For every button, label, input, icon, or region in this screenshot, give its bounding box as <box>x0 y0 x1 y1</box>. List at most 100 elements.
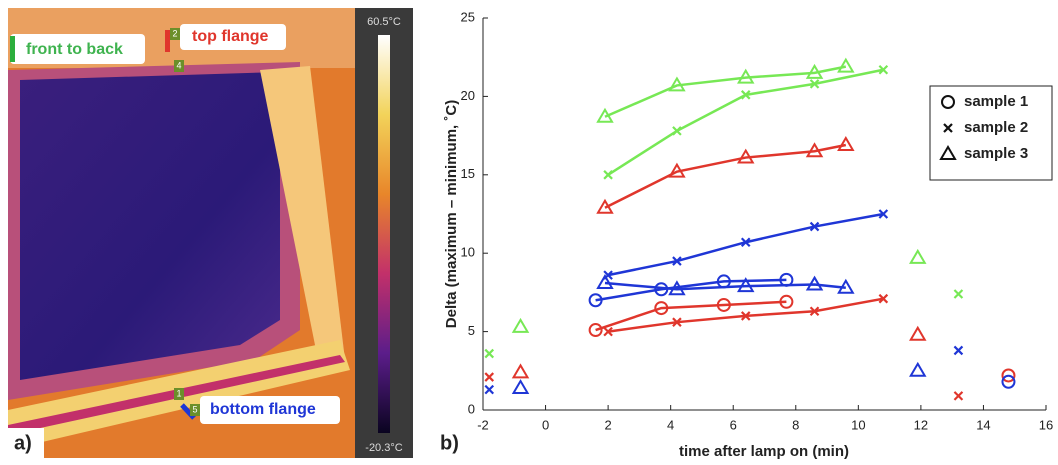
label-box <box>200 396 340 424</box>
marker-box <box>170 28 180 40</box>
colorbar-max: 60.5°C <box>367 16 401 28</box>
image-label: bottom flange <box>210 401 316 418</box>
image-label: top flange <box>192 28 269 45</box>
panel-label-box <box>8 428 44 458</box>
marker-x <box>603 326 613 337</box>
legend-label: sample 2 <box>964 119 1028 136</box>
marker-x <box>672 126 682 136</box>
legend-label: sample 1 <box>964 93 1028 110</box>
marker-triangle <box>511 379 530 395</box>
frame-edge <box>260 66 345 370</box>
legend-label: sample 3 <box>964 145 1028 162</box>
label-bar <box>165 30 170 52</box>
marker-x <box>484 384 495 395</box>
marker-x <box>953 391 964 401</box>
marker-triangle <box>805 63 824 79</box>
marker-x <box>740 237 751 248</box>
marker-circle <box>779 294 794 309</box>
image-label: front to back <box>26 41 123 58</box>
marker-x <box>740 90 751 100</box>
marker-x <box>809 306 820 316</box>
marker-x <box>878 209 889 219</box>
marker-circle <box>1001 374 1016 389</box>
colorbar <box>378 35 390 433</box>
colorbar-min: -20.3°C <box>365 442 402 454</box>
label-bar <box>10 36 15 62</box>
x-tick-label: 16 <box>1039 417 1053 432</box>
series-line <box>608 214 958 350</box>
y-tick-label: 10 <box>461 245 475 260</box>
y-tick-label: 5 <box>468 323 475 338</box>
x-tick-label: 4 <box>667 417 674 432</box>
marker-x <box>740 311 751 321</box>
marker-box <box>190 404 200 416</box>
x-tick-label: 2 <box>604 417 611 432</box>
marker-circle <box>588 323 603 338</box>
marker-circle <box>654 301 669 316</box>
marker-x <box>484 372 495 382</box>
x-tick-label: 12 <box>914 417 928 432</box>
marker-triangle <box>668 280 686 296</box>
x-tick-label: 10 <box>851 417 865 432</box>
marker-x <box>672 317 682 327</box>
marker-x <box>878 64 889 75</box>
marker-x <box>953 345 964 356</box>
x-tick-label: 0 <box>542 417 549 432</box>
marker-triangle <box>511 363 530 379</box>
marker-triangle <box>909 248 927 264</box>
thermal-image: front to back top flange bottom flange 2… <box>8 8 355 458</box>
marker-circle <box>654 282 669 297</box>
marker-triangle <box>805 142 824 158</box>
marker-triangle <box>939 145 957 160</box>
marker-label: 1 <box>176 388 181 398</box>
marker-triangle <box>596 107 614 123</box>
marker-label: 2 <box>172 28 177 38</box>
label-box <box>180 24 286 50</box>
marker-triangle <box>837 57 855 73</box>
x-axis-label: time after lamp on (min) <box>679 443 849 460</box>
series-line <box>605 67 918 258</box>
marker-triangle <box>909 361 927 377</box>
marker-triangle <box>668 76 686 92</box>
marker-triangle <box>596 198 614 214</box>
marker-x <box>878 293 889 304</box>
marker-triangle <box>668 162 686 178</box>
marker-circle <box>588 293 603 308</box>
marker-circle <box>716 297 731 312</box>
y-axis-label: Delta (maximum – minimum, ˚C) <box>443 100 460 328</box>
marker-triangle <box>909 325 927 341</box>
marker-label: 5 <box>192 404 197 414</box>
series-line <box>605 283 918 371</box>
marker-label: 4 <box>176 60 181 70</box>
series-line <box>608 70 958 294</box>
marker-x <box>943 123 953 133</box>
marker-triangle <box>511 317 530 333</box>
label-box <box>10 34 145 64</box>
x-tick-label: -2 <box>477 417 489 432</box>
x-tick-label: 14 <box>976 417 990 432</box>
legend-box <box>929 85 1053 181</box>
panel-label: b) <box>440 432 459 454</box>
marker-circle <box>941 95 955 109</box>
marker-circle <box>1001 368 1016 383</box>
marker-triangle <box>736 277 755 293</box>
marker-x <box>809 221 820 232</box>
marker-circle <box>716 274 731 289</box>
marker-triangle <box>805 275 824 291</box>
y-tick-label: 15 <box>461 166 475 181</box>
marker-box <box>174 60 184 72</box>
y-tick-label: 20 <box>461 88 475 103</box>
y-tick-label: 0 <box>468 401 475 416</box>
marker-x <box>672 256 682 266</box>
marker-x <box>809 79 820 89</box>
marker-triangle <box>837 278 855 294</box>
marker-triangle <box>736 68 755 84</box>
marker-x <box>603 170 613 180</box>
x-tick-label: 6 <box>730 417 737 432</box>
marker-triangle <box>837 136 855 152</box>
marker-box <box>174 388 184 400</box>
y-tick-label: 25 <box>461 9 475 24</box>
marker-x <box>484 348 495 359</box>
